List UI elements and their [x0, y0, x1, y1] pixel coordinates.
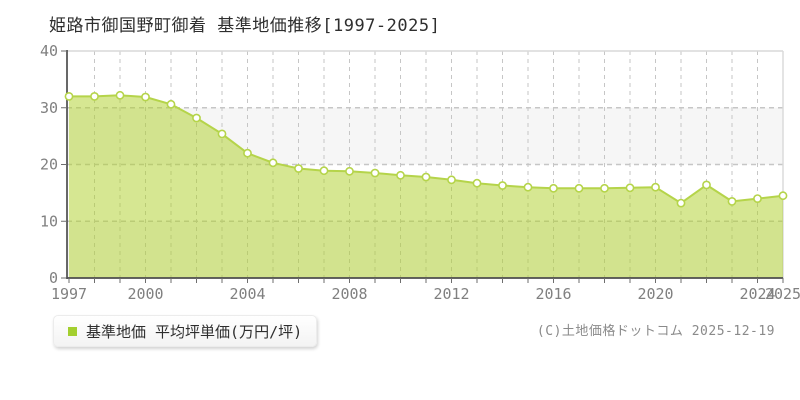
data-point — [421, 172, 431, 182]
data-point-markers — [64, 90, 788, 208]
x-axis-tick-label: 2024 — [739, 285, 775, 303]
data-point — [702, 180, 711, 190]
y-axis-tick-label: 20 — [40, 156, 58, 174]
legend-series-label: 基準地価 平均坪単価(万円/坪) — [86, 322, 303, 341]
legend-series-marker-icon — [68, 326, 77, 336]
data-point — [778, 191, 788, 201]
data-point — [549, 183, 558, 193]
data-point — [447, 175, 456, 185]
data-point — [600, 183, 609, 193]
data-point — [498, 181, 507, 190]
data-point — [370, 168, 380, 178]
y-axis-tick-label: 0 — [49, 269, 58, 287]
data-point — [396, 170, 405, 180]
data-point — [243, 148, 252, 158]
data-point — [345, 166, 354, 176]
data-point — [651, 182, 660, 192]
data-point — [574, 183, 584, 193]
x-axis-tick-label: 2012 — [433, 285, 469, 303]
x-axis-tick-label: 2016 — [535, 285, 571, 303]
data-point — [268, 158, 278, 168]
y-axis-tick-label: 40 — [40, 42, 58, 60]
data-point — [90, 92, 99, 101]
y-axis-tick-label: 10 — [40, 212, 58, 230]
data-point — [625, 183, 635, 193]
data-point — [64, 92, 74, 101]
legend: 基準地価 平均坪単価(万円/坪) — [53, 315, 318, 347]
data-point — [294, 164, 303, 173]
copyright-text: (C)土地価格ドットコム 2025-12-19 — [536, 324, 775, 339]
data-point — [115, 90, 125, 100]
x-axis-tick-label: 2025 — [765, 285, 800, 303]
chart-title: 姫路市御国野町御着 基準地価推移[1997-2025] — [49, 16, 441, 36]
data-point — [676, 198, 686, 208]
data-point — [727, 196, 737, 206]
tick-marks — [61, 50, 784, 283]
data-point — [319, 166, 329, 176]
y-axis-labels: 0 10 20 30 40 — [40, 42, 58, 287]
x-axis-tick-label: 1997 — [51, 285, 87, 303]
x-axis-tick-label: 2008 — [331, 285, 367, 303]
price-trend-area-chart: 0 10 20 30 40 1997 2000 2004 2008 2012 2016 2020 202… — [40, 42, 800, 303]
data-point — [753, 194, 762, 203]
data-point — [192, 113, 201, 123]
data-point — [217, 129, 227, 139]
x-axis-tick-label: 2000 — [127, 285, 163, 303]
data-point — [141, 92, 150, 102]
data-point — [472, 178, 482, 188]
y-axis-tick-label: 30 — [40, 99, 58, 117]
data-point — [166, 99, 176, 109]
x-axis-tick-label: 2020 — [637, 285, 673, 303]
x-axis-tick-label: 2004 — [229, 285, 265, 303]
data-point — [523, 182, 533, 192]
